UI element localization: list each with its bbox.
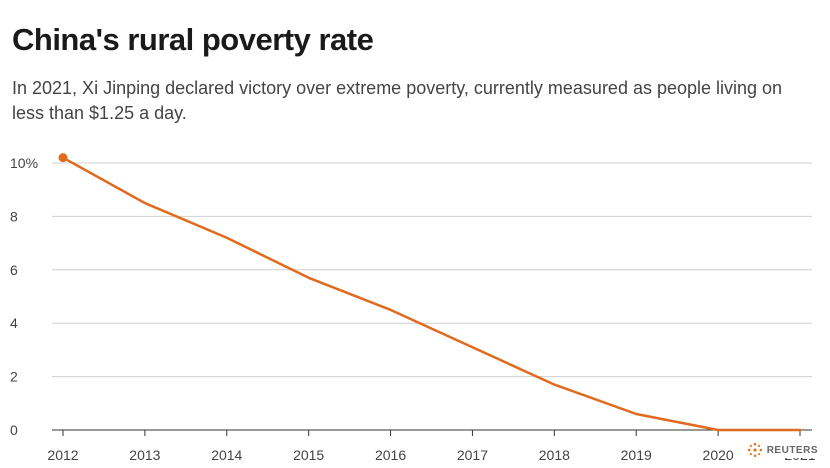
x-tick-label: 2012: [47, 447, 78, 463]
series-line: [61, 156, 802, 432]
gridlines: [52, 162, 812, 378]
y-axis-tick-labels: 0 2 4 6 8 10%: [10, 155, 38, 438]
x-tick-label: 2013: [129, 447, 160, 463]
x-tick-label: 2014: [211, 447, 242, 463]
x-tick-label: 2019: [621, 447, 652, 463]
data-point-marker: [58, 153, 68, 163]
y-tick-label: 2: [10, 369, 18, 385]
source-credit: REUTERS: [744, 442, 820, 458]
y-tick-label: 10%: [10, 155, 38, 171]
y-tick-label: 4: [10, 315, 18, 331]
series-layer: [58, 153, 802, 432]
chart-title: China's rural poverty rate: [12, 22, 374, 57]
x-tick-label: 2016: [375, 447, 406, 463]
x-axis: 2012201320142015201620172018201920202021: [47, 429, 816, 463]
reuters-logo-icon: [747, 442, 762, 458]
x-tick-label: 2017: [457, 447, 488, 463]
y-tick-label: 0: [10, 422, 18, 438]
source-label: REUTERS: [766, 444, 818, 456]
x-tick-label: 2018: [539, 447, 570, 463]
y-tick-label: 6: [10, 262, 18, 278]
x-tick-label: 2015: [293, 447, 324, 463]
y-tick-label: 8: [10, 208, 18, 224]
chart-subtitle: In 2021, Xi Jinping declared victory ove…: [12, 78, 783, 123]
x-tick-label: 2020: [703, 447, 734, 463]
